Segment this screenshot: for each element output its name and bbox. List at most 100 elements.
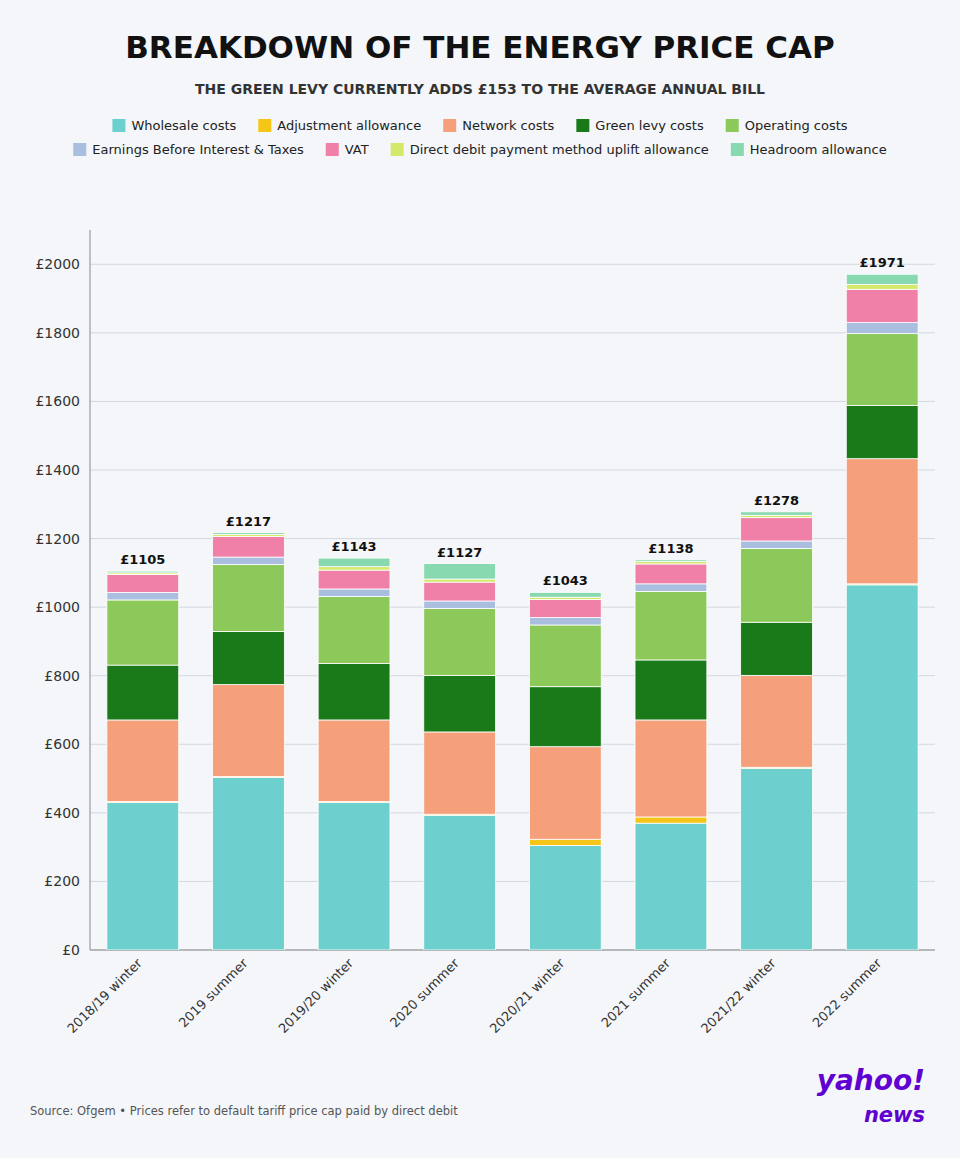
bar-segment <box>107 720 179 802</box>
total-label: £1127 <box>437 545 482 560</box>
bar-segment <box>635 560 707 562</box>
total-label: £1138 <box>648 541 693 556</box>
logo: yahoo! <box>817 1064 925 1097</box>
bar-segment <box>635 720 707 817</box>
bar-segment <box>529 625 601 687</box>
y-tick-label: £200 <box>44 873 80 889</box>
bar-segment <box>846 585 918 950</box>
bar-segment <box>318 663 390 720</box>
total-label: £1278 <box>754 493 799 508</box>
bar-segment <box>635 660 707 720</box>
bar-segment <box>635 591 707 660</box>
total-label: £1217 <box>226 514 271 529</box>
bar-segment <box>318 558 390 567</box>
bar-segment <box>213 557 285 565</box>
bar-segment <box>424 609 496 676</box>
bar-segment <box>741 675 813 767</box>
logo: news <box>864 1103 925 1127</box>
x-tick-label: 2019/20 winter <box>276 955 357 1036</box>
bar-segment <box>318 589 390 597</box>
legend-label: Earnings Before Interest & Taxes <box>92 142 304 157</box>
legend: Wholesale costs Adjustment allowance Netwo… <box>73 118 886 157</box>
x-tick-label: 2020/21 winter <box>487 955 568 1036</box>
y-tick-label: £1600 <box>35 393 80 409</box>
x-tick-label: 2022 summer <box>809 955 884 1030</box>
bar-segment <box>635 564 707 584</box>
y-tick-label: £400 <box>44 805 80 821</box>
legend-swatch <box>258 119 271 132</box>
bar-segment <box>424 601 496 609</box>
total-label: £1143 <box>331 539 376 554</box>
y-tick-label: £1200 <box>35 531 80 547</box>
grid-line <box>90 264 935 265</box>
bar-segment <box>424 732 496 814</box>
y-tick-label: £600 <box>44 736 80 752</box>
legend-swatch <box>73 143 86 156</box>
bar-segment <box>529 617 601 625</box>
bar-segment <box>213 533 285 535</box>
legend-item: Headroom allowance <box>731 142 887 157</box>
bar-segment <box>635 584 707 592</box>
bar-segment <box>741 549 813 623</box>
grid-line <box>90 332 935 333</box>
bar-segment <box>424 582 496 601</box>
legend-label: Direct debit payment method uplift allow… <box>410 142 709 157</box>
bar-segment <box>424 564 496 579</box>
bar-segment <box>741 541 813 549</box>
x-tick-label: 2021 summer <box>598 955 673 1030</box>
bar-segment <box>529 845 601 950</box>
legend-label: Headroom allowance <box>750 142 887 157</box>
bar-segment <box>107 665 179 720</box>
legend-label: VAT <box>345 142 369 157</box>
y-axis-line <box>90 230 91 950</box>
bar-segment <box>635 823 707 950</box>
bar-segment <box>846 334 918 406</box>
total-labels: £1105£1217£1143£1127£1043£1138£1278£1971 <box>120 255 905 588</box>
y-tick-label: £1400 <box>35 462 80 478</box>
subtitle: THE GREEN LEVY CURRENTLY ADDS £153 TO TH… <box>195 81 765 97</box>
legend-item: Earnings Before Interest & Taxes <box>73 142 304 157</box>
legend-swatch <box>112 119 125 132</box>
bar-segment <box>318 803 390 950</box>
y-tick-label: £1000 <box>35 599 80 615</box>
y-tick-label: £0 <box>62 942 80 958</box>
legend-label: Green levy costs <box>595 118 704 133</box>
legend-label: Network costs <box>462 118 554 133</box>
y-tick-label: £1800 <box>35 325 80 341</box>
bar-segment <box>424 675 496 732</box>
bar-segment <box>107 803 179 950</box>
grid-line <box>90 401 935 402</box>
bars <box>107 274 918 950</box>
bar-segment <box>213 631 285 684</box>
legend-swatch <box>576 119 589 132</box>
bar-segment <box>107 575 179 593</box>
y-axis: £0£200£400£600£800£1000£1200£1400£1600£1… <box>35 230 935 958</box>
bar-segment <box>846 406 918 459</box>
legend-label: Adjustment allowance <box>277 118 421 133</box>
background <box>0 0 960 1158</box>
legend-swatch <box>391 143 404 156</box>
bar-segment <box>741 622 813 675</box>
x-tick-label: 2019 summer <box>176 955 251 1030</box>
bar-segment <box>107 600 179 665</box>
bar-segment <box>213 778 285 950</box>
bar-segment <box>107 571 179 573</box>
source: Source: Ofgem • Prices refer to default … <box>30 1104 458 1118</box>
bar-segment <box>741 768 813 950</box>
bar-segment <box>529 600 601 618</box>
bar-segment <box>529 687 601 747</box>
legend-item: Network costs <box>443 118 554 133</box>
bar-segment <box>529 747 601 840</box>
bar-segment <box>318 720 390 802</box>
total-label: £1971 <box>860 255 905 270</box>
legend-item: Wholesale costs <box>112 118 236 133</box>
bar-segment <box>424 815 496 950</box>
title: BREAKDOWN OF THE ENERGY PRICE CAP <box>125 29 835 65</box>
legend-label: Wholesale costs <box>131 118 236 133</box>
bar-segment <box>318 570 390 589</box>
legend-swatch <box>726 119 739 132</box>
legend-item: Direct debit payment method uplift allow… <box>391 142 709 157</box>
legend-swatch <box>443 119 456 132</box>
total-label: £1105 <box>120 552 165 567</box>
bar-segment <box>424 579 496 582</box>
